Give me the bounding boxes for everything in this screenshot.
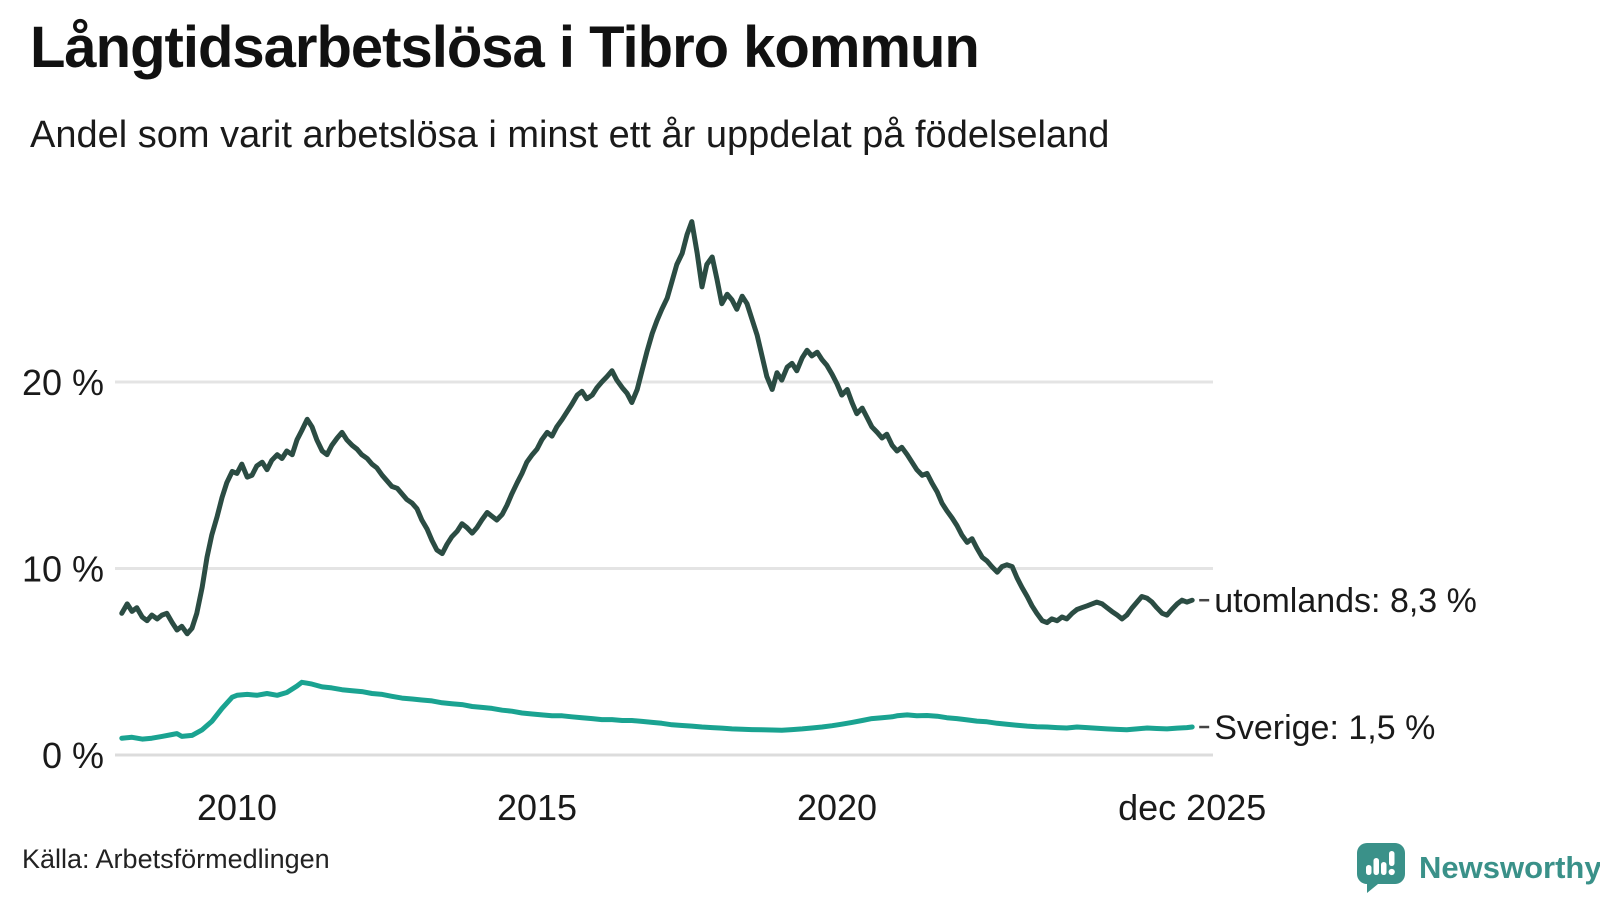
y-tick-label: 20 % — [22, 362, 104, 403]
exclamation-dot — [1388, 868, 1395, 876]
bar-medium — [1381, 862, 1387, 875]
x-tick-label: dec 2025 — [1118, 787, 1266, 828]
newsworthy-brand: Newsworthy — [1356, 842, 1600, 894]
newsworthy-logo-icon — [1357, 843, 1405, 893]
page-subtitle: Andel som varit arbetslösa i minst ett å… — [30, 114, 1110, 156]
x-tick-label: 2010 — [197, 787, 277, 828]
bar-short — [1366, 865, 1372, 875]
series-line-sverige — [119, 679, 1195, 742]
exclamation-bar — [1389, 851, 1395, 866]
y-tick-label: 0 % — [42, 735, 104, 776]
page-title: Långtidsarbetslösa i Tibro kommun — [30, 15, 980, 80]
series-end-label-sverige: Sverige: 1,5 % — [1214, 709, 1435, 747]
y-tick-label: 10 % — [22, 549, 104, 590]
series-line-utomlands — [119, 219, 1195, 637]
source-note: Källa: Arbetsförmedlingen — [22, 844, 330, 874]
x-tick-label: 2015 — [497, 787, 577, 828]
series-end-label-utomlands: utomlands: 8,3 % — [1214, 582, 1477, 620]
brand-wordmark: Newsworthy — [1419, 850, 1600, 885]
x-tick-label: 2020 — [797, 787, 877, 828]
bar-tall — [1373, 858, 1379, 875]
